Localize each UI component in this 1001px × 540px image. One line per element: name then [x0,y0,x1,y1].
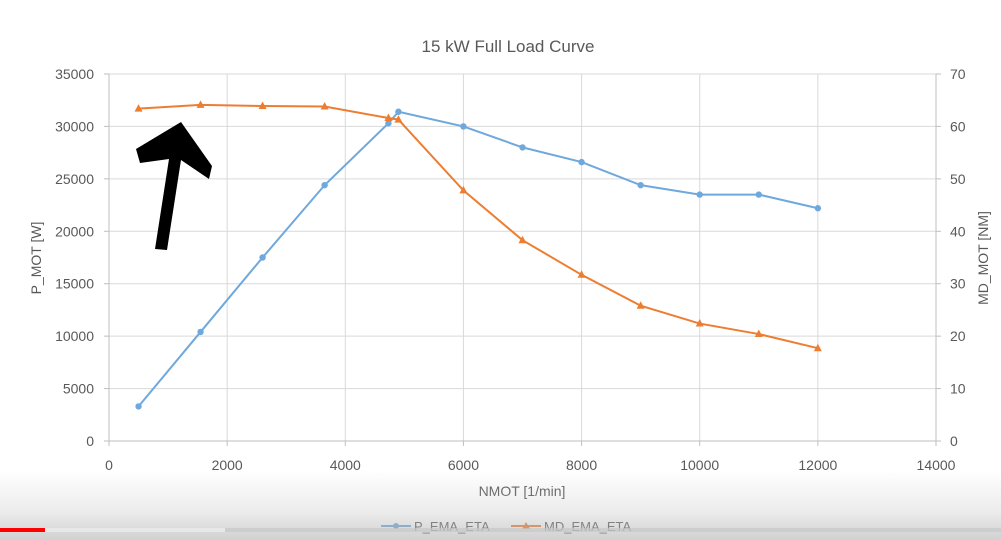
chart-title: 15 kW Full Load Curve [422,37,595,56]
y2-tick-labels: 0 10 20 30 40 50 60 70 [950,66,966,449]
data-point-md-ema-eta [695,319,704,327]
y-tick-label: 5000 [63,381,94,397]
data-point-md-ema-eta [384,113,393,122]
x-tick-label: 4000 [330,457,361,473]
data-point-p-ema-eta [385,120,392,127]
y-axis-label: P_MOT [W] [28,222,44,295]
x-tick-label: 8000 [566,457,597,473]
data-point-p-ema-eta [321,181,328,189]
data-point-p-ema-eta [696,191,703,198]
gridlines [109,73,937,441]
y2-tick-label: 40 [950,223,966,239]
data-point-p-ema-eta [135,403,142,410]
data-point-md-ema-eta [320,102,329,110]
x-tick-labels: 0 2000 4000 6000 8000 10000 12000 14000 [105,457,956,473]
y2-tick-label: 10 [950,381,966,397]
y2-tick-label: 50 [950,171,966,187]
y2-tick-label: 20 [950,328,966,344]
data-point-md-ema-eta [134,104,143,112]
data-point-p-ema-eta [814,205,822,212]
series-layer [134,100,822,410]
data-point-md-ema-eta [754,329,763,338]
y-tick-labels: 0 5000 10000 15000 20000 25000 30000 35000 [55,66,94,449]
data-point-p-ema-eta [519,144,526,151]
x-tick-label: 14000 [917,457,956,473]
y2-axis-label: MD_MOT [NM] [975,211,991,305]
data-point-md-ema-eta [258,101,267,109]
x-tick-label: 12000 [798,457,837,473]
series-line-p-ema-eta [137,110,819,408]
x-tick-label: 6000 [448,457,479,473]
y2-tick-label: 0 [950,433,958,449]
y-tick-label: 30000 [55,118,94,134]
y-tick-label: 35000 [55,66,94,82]
data-point-p-ema-eta [755,191,762,198]
y-tick-label: 0 [86,433,94,449]
x-tick-label: 2000 [212,457,243,473]
x-axis-label: NMOT [1/min] [479,483,566,499]
y-tick-label: 20000 [55,223,94,239]
arrow-icon [136,122,212,250]
x-tick-label: 0 [105,457,113,473]
axes [104,73,941,446]
x-tick-label: 10000 [680,457,719,473]
data-point-p-ema-eta [637,181,644,189]
data-point-md-ema-eta [459,185,468,194]
data-point-p-ema-eta [395,108,402,115]
video-buffered-bar [0,528,226,532]
data-point-md-ema-eta [813,343,822,352]
data-point-md-ema-eta [636,301,645,309]
data-point-md-ema-eta [394,115,403,123]
y2-tick-label: 30 [950,276,966,292]
video-progress-bar[interactable] [0,528,1001,532]
y-tick-label: 25000 [55,171,94,187]
annotation-arrow [136,122,212,250]
data-point-p-ema-eta [259,254,266,261]
data-point-p-ema-eta [578,158,585,166]
y2-tick-label: 60 [950,118,966,134]
y-tick-label: 15000 [55,276,94,292]
series-line-md-ema-eta [138,103,819,350]
data-point-p-ema-eta [197,328,204,336]
video-played-bar [0,528,46,532]
data-point-md-ema-eta [196,100,205,108]
y2-tick-label: 70 [950,66,966,82]
data-point-p-ema-eta [460,123,467,130]
data-point-md-ema-eta [577,270,586,278]
y-tick-label: 10000 [55,328,94,344]
data-point-md-ema-eta [518,235,527,244]
